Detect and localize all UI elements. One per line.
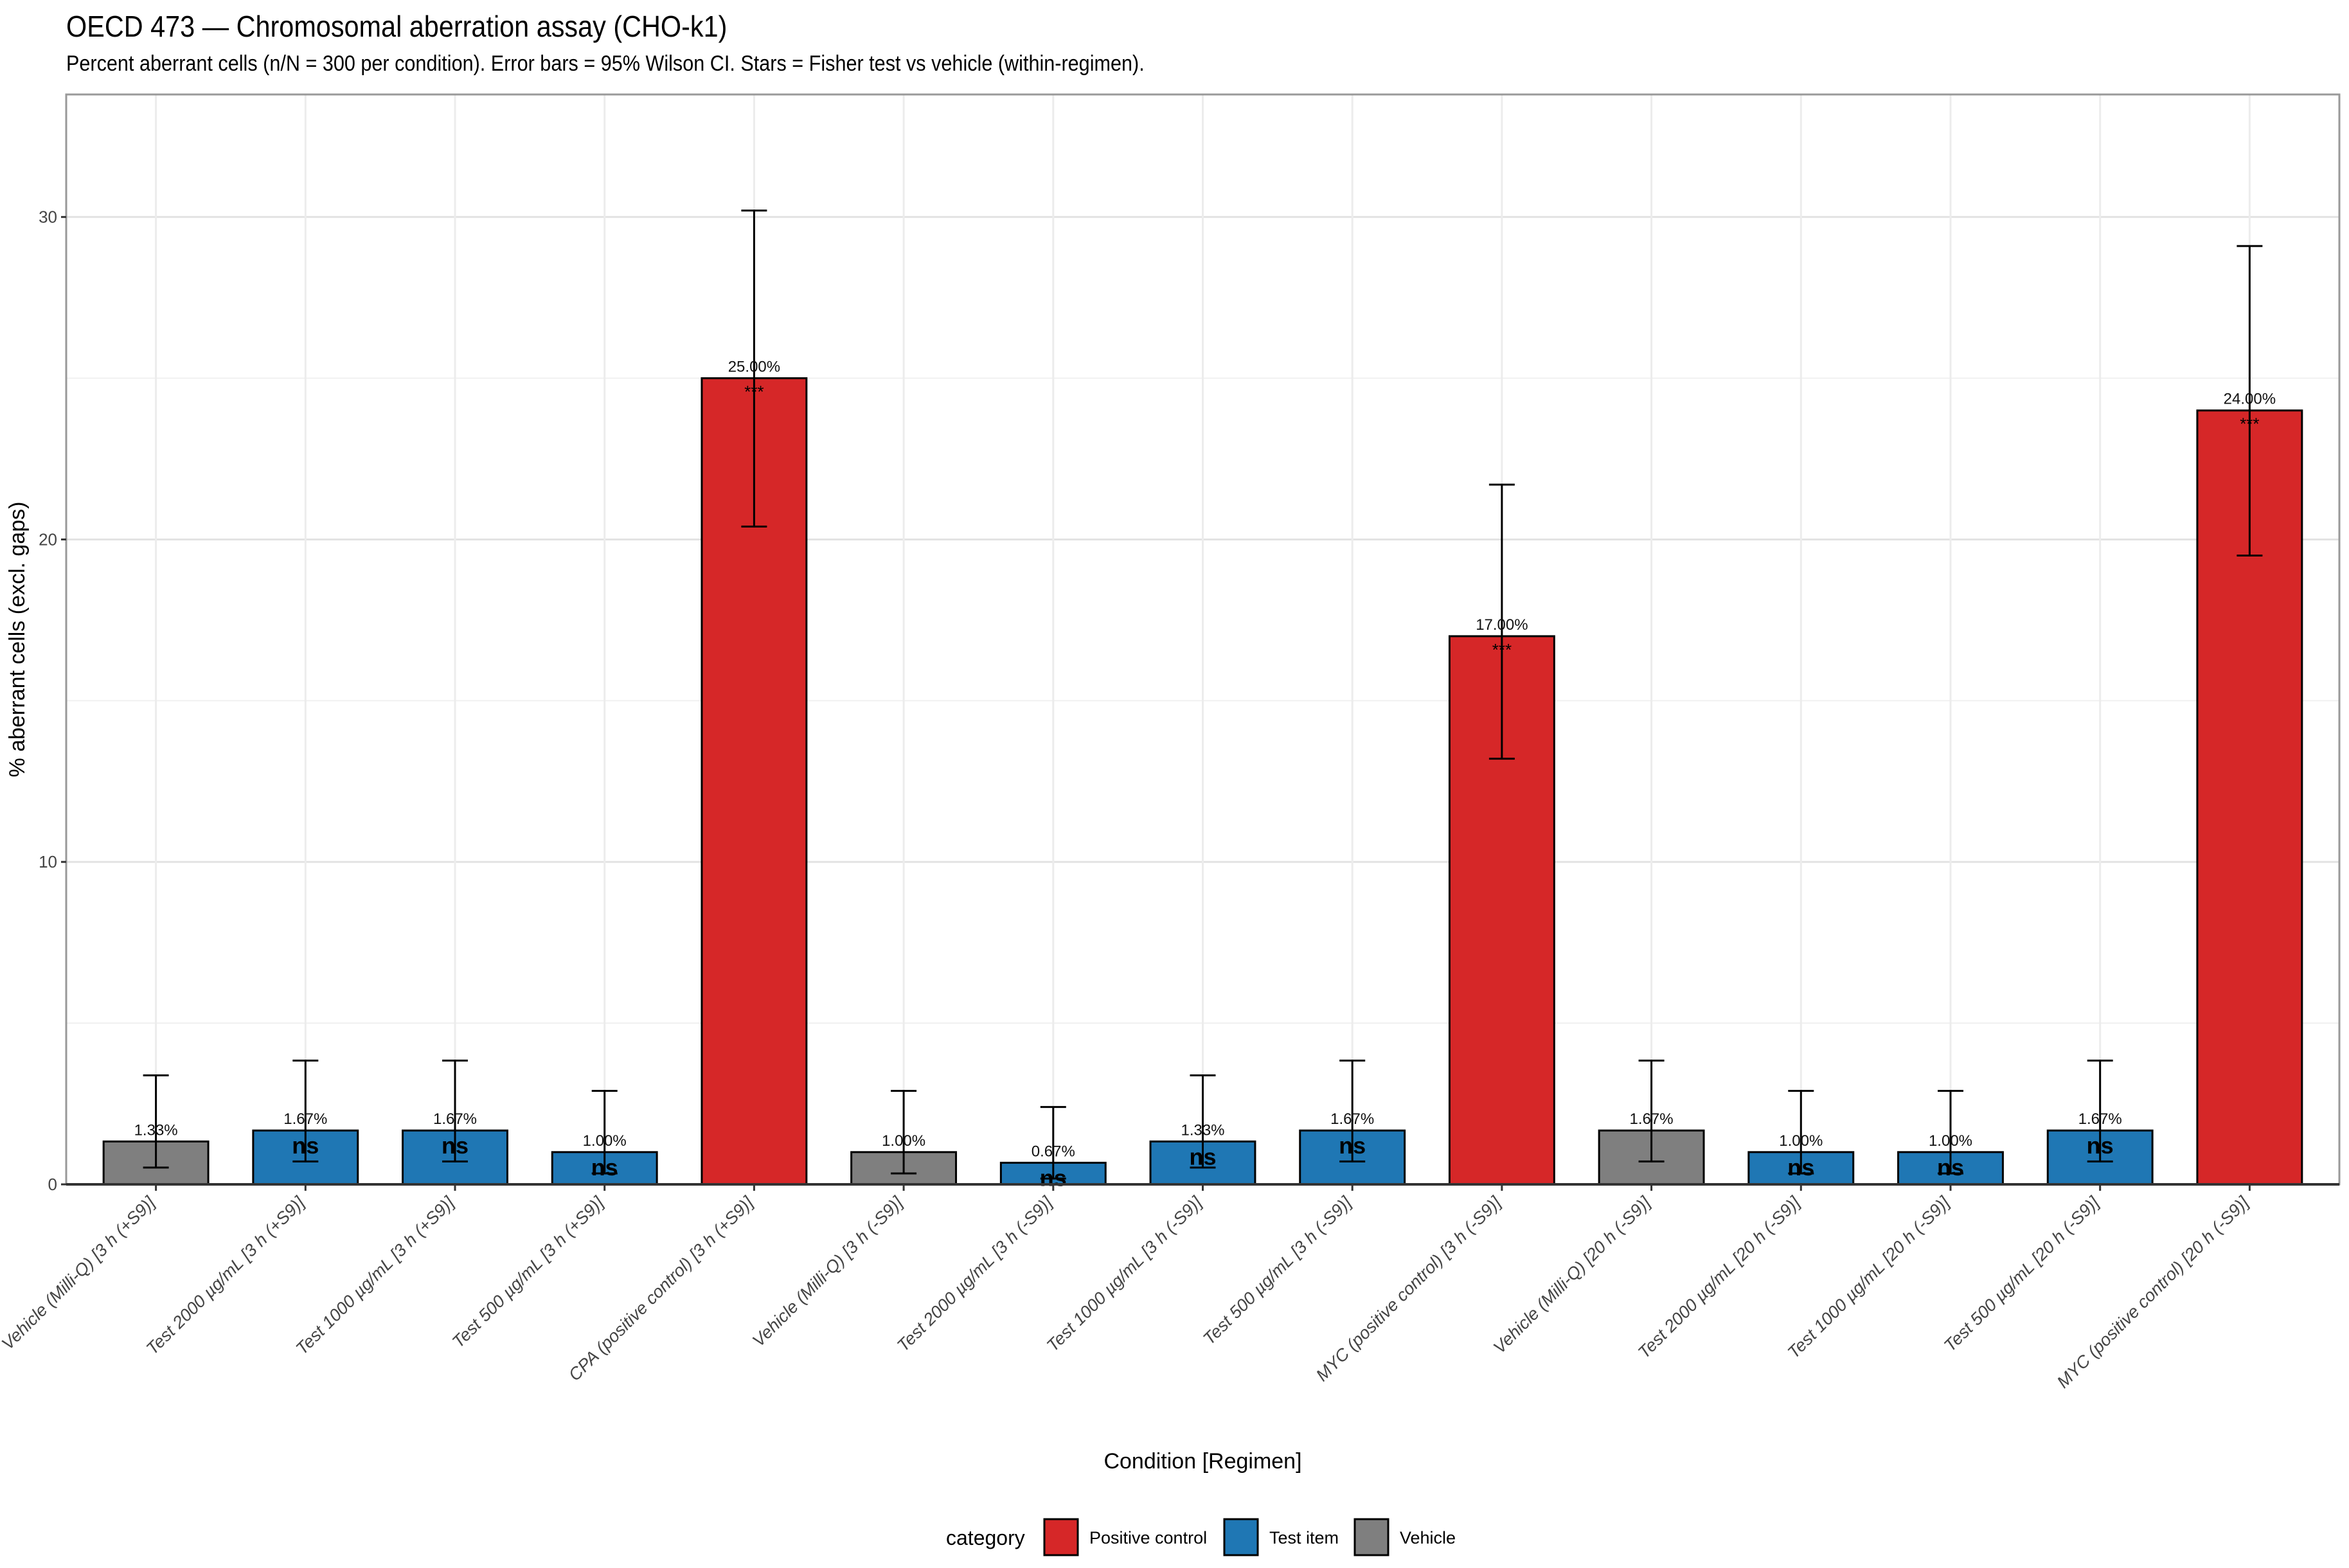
- x-tick-label: CPA (positive control) [3 h (+S9)]: [565, 1192, 758, 1385]
- legend-title: category: [946, 1526, 1025, 1549]
- value-label: 0.67%: [1032, 1143, 1075, 1160]
- x-tick-label: MYC (positive control) [3 h (-S9)]: [1312, 1192, 1505, 1385]
- significance-label: ns: [1189, 1143, 1216, 1170]
- value-label: 25.00%: [728, 359, 780, 376]
- y-axis-title: % aberrant cells (excl. gaps): [5, 502, 30, 778]
- value-label: 17.00%: [1476, 616, 1528, 634]
- x-tick-label: Test 500 µg/mL [3 h (-S9)]: [1199, 1192, 1355, 1348]
- y-tick-label: 10: [39, 852, 57, 871]
- y-tick-label: 20: [39, 530, 57, 549]
- x-tick-label: Test 2000 µg/mL [3 h (-S9)]: [893, 1192, 1057, 1355]
- y-tick-label: 30: [39, 208, 57, 227]
- significance-label: ns: [442, 1132, 469, 1159]
- significance-label: ns: [1339, 1132, 1366, 1159]
- x-tick-label: Test 500 µg/mL [20 h (-S9)]: [1940, 1192, 2103, 1355]
- x-tick-label: Test 1000 µg/mL [3 h (+S9)]: [292, 1192, 459, 1359]
- value-label: 1.00%: [583, 1132, 627, 1150]
- value-label: 1.33%: [134, 1121, 178, 1139]
- legend-swatch: [1223, 1518, 1259, 1556]
- legend-label: Vehicle: [1400, 1528, 1456, 1547]
- x-tick-label: Test 2000 µg/mL [3 h (+S9)]: [143, 1192, 309, 1359]
- x-tick-label: Test 1000 µg/mL [3 h (-S9)]: [1043, 1192, 1206, 1355]
- value-label: 1.00%: [882, 1132, 925, 1150]
- legend-swatch: [1043, 1518, 1079, 1556]
- significance-label: ns: [1937, 1154, 1964, 1180]
- y-tick-label: 0: [48, 1175, 57, 1194]
- significance-label: ns: [2087, 1132, 2114, 1159]
- chart-title: OECD 473 — Chromosomal aberration assay …: [66, 10, 728, 43]
- significance-label: ***: [744, 382, 764, 402]
- significance-label: ns: [591, 1154, 618, 1180]
- x-tick-label: Test 500 µg/mL [3 h (+S9)]: [449, 1192, 608, 1351]
- significance-label: ***: [1492, 640, 1512, 659]
- value-label: 1.67%: [1330, 1110, 1374, 1128]
- significance-label: ns: [292, 1132, 319, 1159]
- chart-subtitle: Percent aberrant cells (n/N = 300 per co…: [66, 51, 1145, 76]
- value-label: 1.67%: [283, 1110, 327, 1128]
- value-label: 1.00%: [1779, 1132, 1823, 1150]
- significance-label: ***: [2240, 414, 2259, 434]
- value-label: 1.00%: [1929, 1132, 1972, 1150]
- value-label: 1.67%: [1630, 1110, 1674, 1128]
- value-label: 24.00%: [2224, 391, 2276, 408]
- value-label: 1.67%: [2078, 1110, 2122, 1128]
- x-tick-label: Test 2000 µg/mL [20 h (-S9)]: [1634, 1192, 1805, 1362]
- x-tick-label: Test 1000 µg/mL [20 h (-S9)]: [1784, 1192, 1954, 1362]
- x-axis-title: Condition [Regimen]: [1103, 1449, 1301, 1474]
- x-tick-label: Vehicle (Milli-Q) [3 h (+S9)]: [0, 1192, 159, 1353]
- value-label: 1.33%: [1181, 1121, 1224, 1139]
- legend-label: Test item: [1269, 1528, 1339, 1547]
- x-tick-label: Vehicle (Milli-Q) [20 h (-S9)]: [1490, 1192, 1655, 1357]
- legend-label: Positive control: [1089, 1528, 1207, 1547]
- significance-label: ns: [1787, 1154, 1814, 1180]
- legend-swatch: [1353, 1518, 1389, 1556]
- x-tick-label: Vehicle (Milli-Q) [3 h (-S9)]: [749, 1192, 907, 1350]
- value-label: 1.67%: [433, 1110, 477, 1128]
